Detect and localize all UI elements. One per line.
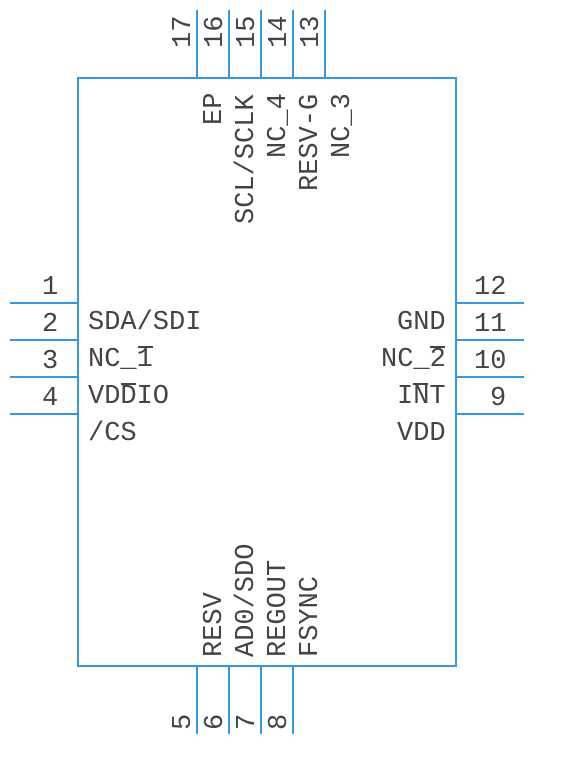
- pin-number: 15: [235, 16, 262, 48]
- pin-label: INT: [397, 384, 446, 411]
- pin-label: NC_1: [88, 347, 153, 374]
- pin-number: 4: [42, 386, 58, 413]
- pin-number: 2: [42, 312, 58, 339]
- pin-label: VDD: [397, 421, 446, 448]
- pin-number: 12: [474, 275, 506, 302]
- overline: [121, 383, 136, 385]
- pin-label: NC_2: [381, 347, 446, 374]
- pin-label: SCL/SCLK: [234, 94, 261, 224]
- pin-label: SDA/SDI: [88, 310, 201, 337]
- pin-number: 7: [235, 714, 262, 730]
- pin-label: RESV: [202, 592, 229, 657]
- pin-number: 11: [474, 312, 506, 339]
- overline: [138, 346, 153, 348]
- pin-number: 6: [203, 714, 230, 730]
- pin-label: FSYNC: [298, 576, 325, 657]
- ic-pinout-diagram: { "layout": { "body": { "left": 77, "top…: [0, 0, 568, 768]
- pin-number: 9: [490, 386, 506, 413]
- pin-label: AD0/SDO: [234, 544, 261, 657]
- pin-label: GND: [397, 310, 446, 337]
- pin-number: 14: [267, 16, 294, 48]
- pin-number: 17: [171, 16, 198, 48]
- pin-number: 5: [171, 714, 198, 730]
- pin-label: NC_3: [330, 93, 357, 158]
- pin-number: 13: [299, 16, 326, 48]
- pin-label: REGOUT: [266, 560, 293, 657]
- pin-label: RESV-G: [298, 94, 325, 191]
- pin-label: EP: [202, 93, 229, 125]
- overline: [430, 346, 445, 348]
- pin-label: /CS: [88, 421, 137, 448]
- pin-number: 10: [474, 349, 506, 376]
- pin-number: 3: [42, 349, 58, 376]
- pin-number: 8: [267, 714, 294, 730]
- pin-label: VDDIO: [88, 384, 169, 411]
- pin-number: 1: [42, 275, 58, 302]
- overline: [413, 383, 428, 385]
- pin-label: NC_4: [266, 93, 293, 158]
- pin-number: 16: [203, 16, 230, 48]
